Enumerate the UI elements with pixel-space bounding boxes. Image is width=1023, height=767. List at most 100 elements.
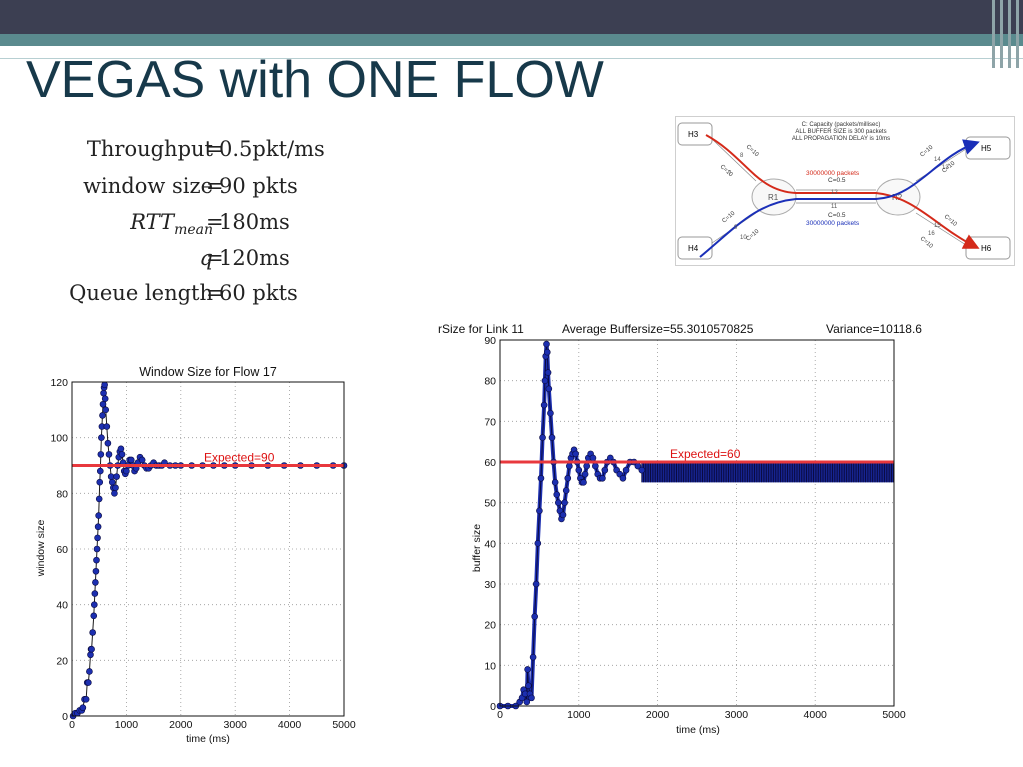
data-point [90,612,98,620]
data-point [553,491,561,498]
data-point [99,400,107,408]
y-tick-label: 90 [484,335,496,347]
y-tick-label: 0 [490,701,496,713]
x-tick-label: 4000 [804,709,828,721]
data-point [525,682,532,689]
data-point [91,590,99,597]
equation-lhs-sub: mean [174,222,213,239]
link-id-11: 11 [831,204,838,210]
data-point [95,495,103,503]
data-point [528,694,535,702]
data-point [529,653,537,661]
link-id-15: 15 [934,223,941,229]
data-point [523,698,531,706]
router-r1 [751,178,797,216]
link-id-14: 14 [934,157,941,163]
data-point [101,381,108,389]
note-2: ALL PROPAGATION DELAY is 10ms [792,136,890,142]
y-tick-label: 120 [50,377,68,389]
data-point [112,484,119,492]
equation-rhs: 180ms [219,210,290,234]
equation-lhs: Queue length [69,281,213,305]
host-h3-label: H3 [688,130,699,139]
data-point [601,466,609,474]
data-point [138,456,146,464]
data-point [555,499,562,506]
data-point [93,545,101,553]
equation-rhs: 0.5pkt/ms [219,137,325,161]
data-point [105,451,113,458]
chart-title-average: Average Buffersize=55.3010570825 [562,322,754,336]
data-point [572,450,579,458]
link-label-h4-a: C=10 [721,210,736,224]
data-point [544,369,552,376]
data-point [107,473,115,480]
equation-throughput: Throughput = 0.5pkt/ms [60,134,390,164]
data-point [561,499,568,506]
data-point [619,474,627,482]
data-point [524,666,531,673]
router-r1-label: R1 [768,193,779,202]
data-point [94,523,102,531]
data-point [100,389,107,397]
x-tick-label: 0 [497,709,503,721]
link-label-h3-b: C=10 [719,164,734,179]
link-id-8: 8 [740,153,744,159]
link-label-h6-b: C=10 [919,236,934,250]
link-h3-r1 [711,138,757,182]
x-tick-label: 5000 [882,709,906,721]
data-point [94,534,101,542]
data-point [96,478,104,486]
data-point [583,462,590,470]
data-point [117,445,125,453]
y-tick-label: 50 [484,498,496,510]
equation-rhs: 120ms [219,246,290,270]
y-axis-label: buffer size [471,524,483,572]
note-0: C: Capacity (packets/millisec) [802,122,881,128]
link-label-h4-b: C=10 [745,228,760,242]
plot-area: 0 1000 2000 3000 4000 5000 0 20 40 60 80 100 120 Expe… [50,377,355,731]
data-point [589,454,597,462]
data-point [91,601,98,608]
data-point [118,451,126,458]
x-tick-label: 5000 [332,719,356,731]
y-tick-label: 10 [484,660,496,672]
x-tick-label: 0 [69,719,75,731]
data-point [566,462,573,470]
accent-band [0,34,1023,46]
y-tick-label: 70 [484,416,496,428]
data-point [101,395,109,403]
data-point [575,466,583,474]
x-tick-label: 2000 [646,709,670,721]
data-point [539,434,546,441]
expected-label: Expected=60 [670,447,741,461]
link-id-10: 10 [740,235,747,241]
data-point [638,466,646,474]
data-point [592,462,599,470]
corner-stripes [987,0,1023,68]
blue-flow-label: 30000000 packets [806,220,860,227]
data-point [543,348,551,356]
data-point [580,479,587,486]
data-point [93,556,100,564]
y-tick-label: 30 [484,579,496,591]
link-label-h5-a: C=10 [919,144,934,158]
expected-label: Expected=90 [204,451,275,465]
data-point [97,451,105,458]
y-tick-label: 20 [56,655,68,667]
data-point [98,434,105,441]
network-diagram: C: Capacity (packets/millisec) ALL BUFFE… [675,116,1015,266]
link-label-h3-a: C=10 [745,144,760,159]
link-label-c05-bottom: C=0.5 [828,212,846,219]
data-point [86,668,93,675]
blue-flow-path [699,139,980,258]
y-tick-label: 40 [56,600,68,612]
y-tick-label: 100 [50,433,68,445]
equation-rhs: 90 pkts [219,174,298,198]
y-axis-label: window size [35,520,47,578]
data-point [92,579,99,586]
equation-lhs: window size [83,174,213,198]
equation-rtt: RTTmean = 180ms [60,207,390,239]
host-h4-label: H4 [688,244,699,253]
data-point [581,470,589,478]
